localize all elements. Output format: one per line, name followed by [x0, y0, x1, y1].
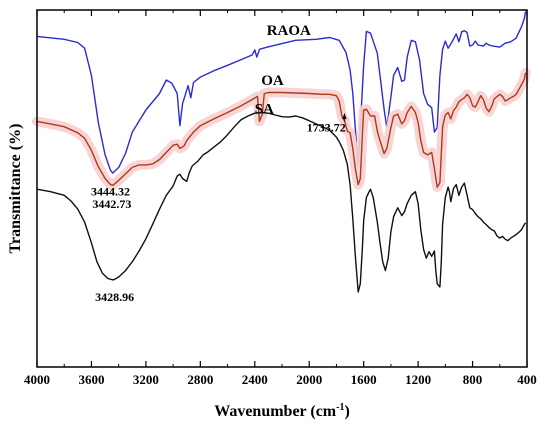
x-tick-label: 2400: [242, 372, 268, 387]
peak-annotation: 3428.96: [95, 290, 134, 304]
annotation-arrowhead: [341, 113, 347, 120]
series-label-sa: SA: [255, 102, 274, 118]
x-tick-label: 400: [517, 372, 537, 387]
x-tick-label: 1600: [351, 372, 377, 387]
peak-annotation: 3442.73: [92, 197, 131, 211]
x-tick-label: 2800: [187, 372, 213, 387]
series-line-raoa: [36, 11, 527, 174]
peak-annotation: 1733.72: [307, 120, 346, 134]
axes: 4000 3600 3200 2800 2400 2000 1600 1200 800 400: [24, 9, 537, 387]
x-tick-label: 2000: [296, 372, 322, 387]
peak-annotation: 3444.32: [91, 185, 130, 199]
x-axis-label: Wavenumber (cm-1): [214, 402, 350, 420]
x-tick-label: 800: [463, 372, 483, 387]
x-tick-label: 1200: [405, 372, 431, 387]
y-axis-label: Transmittance (%): [7, 124, 24, 254]
series-label-oa: OA: [261, 73, 284, 89]
series-line-sa: [36, 111, 527, 293]
series-line-oa: [36, 72, 527, 188]
x-tick-label: 3200: [133, 372, 159, 387]
series-label-raoa: RAOA: [267, 23, 311, 39]
series-group: [32, 11, 531, 293]
x-tick-label: 4000: [24, 372, 50, 387]
x-tick-label: 3600: [78, 372, 104, 387]
